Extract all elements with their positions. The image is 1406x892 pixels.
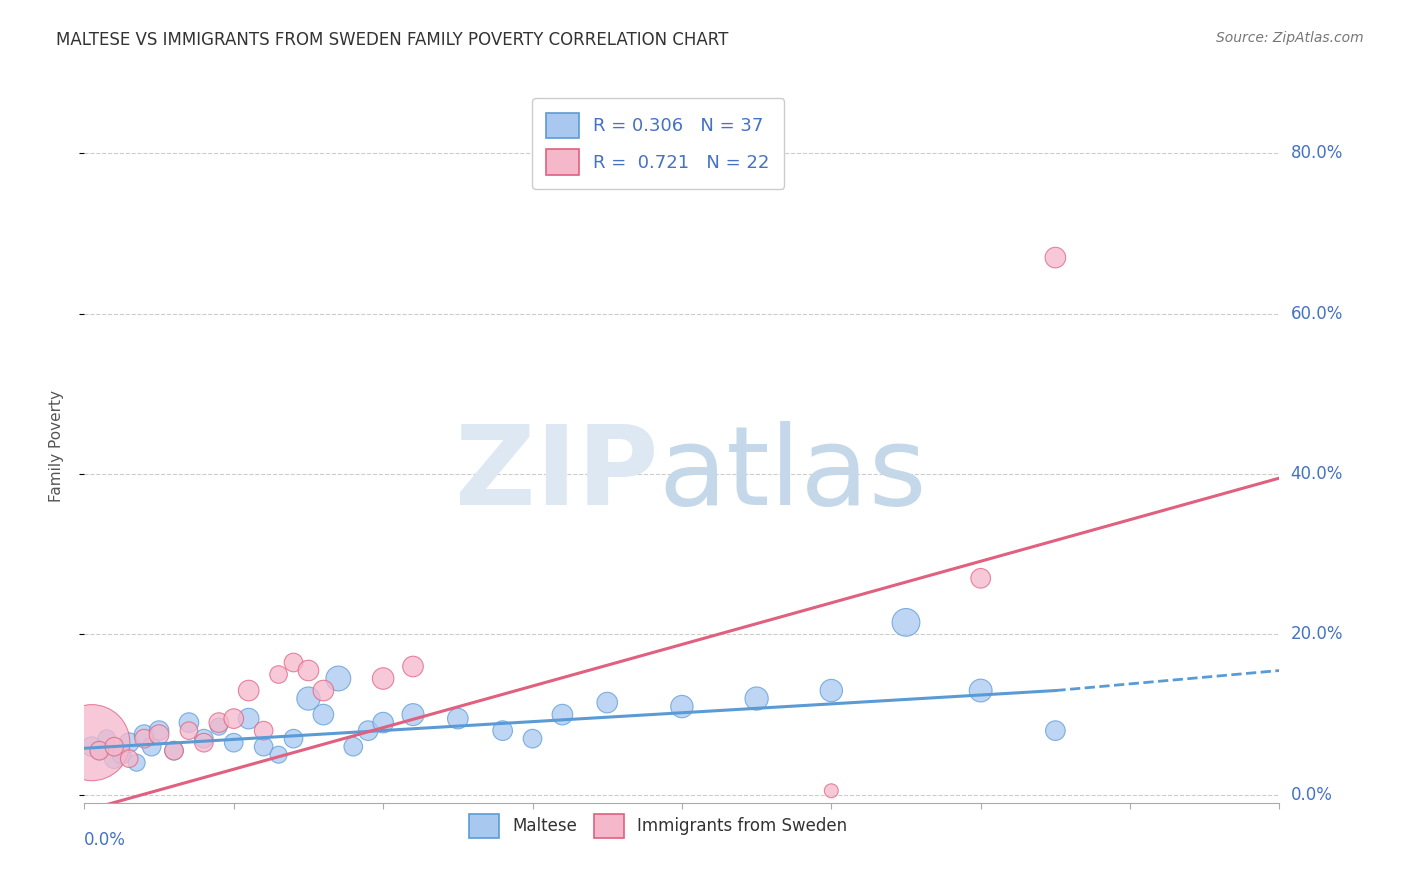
Point — [297, 691, 319, 706]
Point — [373, 715, 395, 730]
Point — [492, 723, 515, 738]
Point — [118, 752, 141, 766]
Point — [103, 752, 125, 766]
Point — [522, 731, 544, 746]
Point — [80, 736, 103, 750]
Text: 40.0%: 40.0% — [1291, 465, 1343, 483]
Point — [103, 739, 125, 754]
Point — [551, 707, 574, 722]
Point — [125, 756, 148, 770]
Point — [222, 736, 245, 750]
Point — [80, 739, 103, 754]
Point — [447, 712, 470, 726]
Point — [267, 667, 290, 681]
Point — [253, 723, 276, 738]
Point — [312, 707, 335, 722]
Point — [671, 699, 693, 714]
Point — [820, 784, 842, 798]
Point — [894, 615, 917, 630]
Point — [283, 731, 305, 746]
Point — [208, 720, 231, 734]
Point — [745, 691, 768, 706]
Point — [970, 571, 993, 585]
Point — [89, 744, 111, 758]
Point — [177, 715, 200, 730]
Text: Source: ZipAtlas.com: Source: ZipAtlas.com — [1216, 31, 1364, 45]
Point — [177, 723, 200, 738]
Point — [148, 723, 170, 738]
Point — [118, 736, 141, 750]
Text: 0.0%: 0.0% — [1291, 786, 1333, 804]
Text: 20.0%: 20.0% — [1291, 625, 1343, 643]
Text: MALTESE VS IMMIGRANTS FROM SWEDEN FAMILY POVERTY CORRELATION CHART: MALTESE VS IMMIGRANTS FROM SWEDEN FAMILY… — [56, 31, 728, 49]
Point — [402, 707, 425, 722]
Point — [297, 664, 319, 678]
Point — [357, 723, 380, 738]
Point — [193, 731, 215, 746]
Text: 60.0%: 60.0% — [1291, 305, 1343, 323]
Point — [238, 683, 260, 698]
Point — [148, 728, 170, 742]
Point — [342, 739, 364, 754]
Point — [141, 739, 163, 754]
Point — [96, 731, 118, 746]
Point — [820, 683, 842, 698]
Point — [402, 659, 425, 673]
Point — [328, 672, 350, 686]
Text: ZIP: ZIP — [454, 421, 658, 528]
Point — [267, 747, 290, 762]
Point — [111, 747, 134, 762]
Point — [163, 744, 186, 758]
Point — [970, 683, 993, 698]
Text: 80.0%: 80.0% — [1291, 145, 1343, 162]
Point — [373, 672, 395, 686]
Text: atlas: atlas — [658, 421, 927, 528]
Point — [253, 739, 276, 754]
Point — [208, 715, 231, 730]
Point — [1045, 723, 1067, 738]
Point — [132, 731, 156, 746]
Legend: Maltese, Immigrants from Sweden: Maltese, Immigrants from Sweden — [463, 807, 853, 845]
Point — [238, 712, 260, 726]
Point — [1045, 251, 1067, 265]
Point — [163, 744, 186, 758]
Point — [193, 736, 215, 750]
Point — [312, 683, 335, 698]
Y-axis label: Family Poverty: Family Poverty — [49, 390, 63, 502]
Point — [132, 728, 156, 742]
Point — [89, 744, 111, 758]
Point — [596, 696, 619, 710]
Point — [222, 712, 245, 726]
Text: 0.0%: 0.0% — [84, 831, 127, 849]
Point — [283, 656, 305, 670]
